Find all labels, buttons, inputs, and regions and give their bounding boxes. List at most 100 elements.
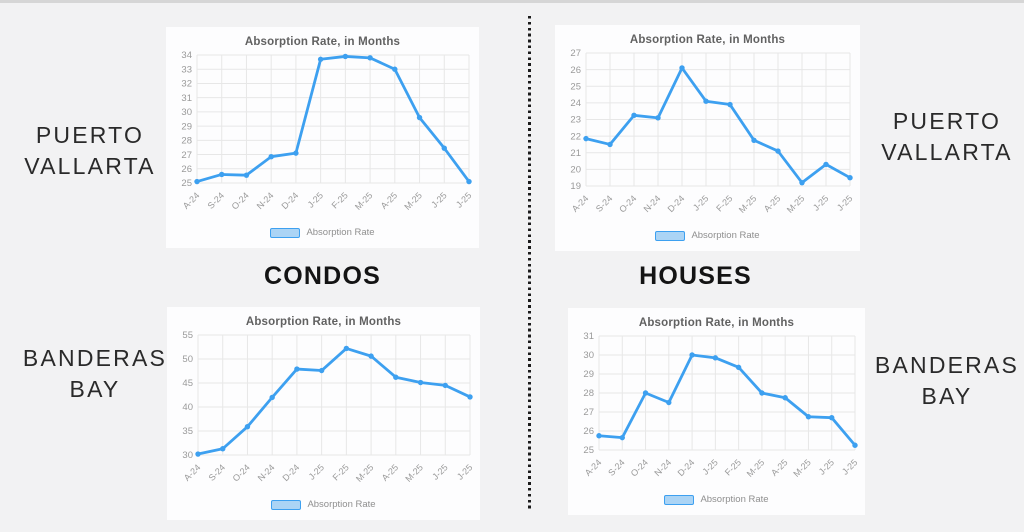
svg-text:25: 25 xyxy=(181,178,192,189)
chart-legend: Absorption Rate xyxy=(568,492,865,515)
chart-panel-puerto-vallarta-houses: Absorption Rate, in Months 19 20 21 22 23 24 2… xyxy=(555,25,860,251)
svg-text:30: 30 xyxy=(182,450,193,461)
svg-text:34: 34 xyxy=(181,50,192,61)
svg-text:S-24: S-24 xyxy=(606,457,627,478)
chart-title: Absorption Rate, in Months xyxy=(245,316,402,328)
svg-text:26: 26 xyxy=(583,426,594,437)
region-label-line: PUERTO xyxy=(35,122,145,148)
svg-text:D-24: D-24 xyxy=(280,462,301,483)
svg-text:20: 20 xyxy=(570,165,581,176)
svg-text:27: 27 xyxy=(583,407,594,418)
region-label-line: PUERTO xyxy=(892,108,1002,134)
svg-text:33: 33 xyxy=(181,64,192,75)
svg-text:23: 23 xyxy=(570,115,581,126)
region-label-banderas-bay-condos: BANDERAS BAY xyxy=(15,343,175,404)
region-label-puerto-vallarta-condos: PUERTO VALLARTA xyxy=(10,120,170,181)
legend-label: Absorption Rate xyxy=(307,499,376,510)
svg-text:M-25: M-25 xyxy=(354,462,376,484)
svg-text:A-24: A-24 xyxy=(570,193,591,214)
svg-text:35: 35 xyxy=(182,426,193,437)
svg-text:J-25: J-25 xyxy=(455,462,474,481)
svg-text:J-25: J-25 xyxy=(691,193,710,212)
svg-text:M-25: M-25 xyxy=(785,193,807,215)
svg-text:M-25: M-25 xyxy=(403,462,425,484)
svg-text:S-24: S-24 xyxy=(206,190,227,211)
svg-text:A-25: A-25 xyxy=(380,462,401,483)
svg-text:26: 26 xyxy=(181,164,192,175)
svg-text:J-25: J-25 xyxy=(840,457,859,476)
chart-panel-banderas-bay-houses: Absorption Rate, in Months 25 26 27 28 29 30 3… xyxy=(568,308,865,515)
svg-text:28: 28 xyxy=(181,136,192,147)
svg-text:50: 50 xyxy=(182,354,193,365)
chart-title: Absorption Rate, in Months xyxy=(629,34,786,46)
region-label-puerto-vallarta-houses: PUERTO VALLARTA xyxy=(872,106,1022,167)
line-chart-puerto-vallarta-condos: 25 26 27 28 29 30 31 32 33 34 A-24 S-24 O-24 N-24 D-24… xyxy=(181,50,474,212)
chart-panel-banderas-bay-condos: Absorption Rate, in Months 30 35 40 45 50 55 A… xyxy=(167,307,480,520)
svg-text:J-25: J-25 xyxy=(835,193,854,212)
svg-text:22: 22 xyxy=(570,131,581,142)
svg-text:55: 55 xyxy=(182,330,193,341)
svg-text:F-25: F-25 xyxy=(331,462,351,482)
svg-text:J-25: J-25 xyxy=(429,190,448,209)
region-label-line: BAY xyxy=(921,382,973,409)
svg-text:S-24: S-24 xyxy=(594,193,615,214)
legend-label: Absorption Rate xyxy=(691,230,760,241)
chart-title: Absorption Rate, in Months xyxy=(638,317,795,329)
svg-text:O-24: O-24 xyxy=(230,190,251,211)
svg-text:A-25: A-25 xyxy=(769,457,790,478)
top-border-strip xyxy=(0,0,1024,3)
svg-text:26: 26 xyxy=(570,65,581,76)
line-chart-banderas-bay-condos: 30 35 40 45 50 55 A-24 S-24 O-24 N-24 D-24 J-25 F-25… xyxy=(182,330,475,484)
svg-text:N-24: N-24 xyxy=(256,462,277,483)
legend-swatch xyxy=(655,230,686,241)
svg-text:J-25: J-25 xyxy=(700,457,719,476)
svg-text:F-25: F-25 xyxy=(714,193,734,213)
svg-text:J-25: J-25 xyxy=(306,190,325,209)
svg-text:J-25: J-25 xyxy=(307,462,326,481)
svg-text:N-24: N-24 xyxy=(652,457,673,478)
svg-text:S-24: S-24 xyxy=(207,462,228,483)
svg-text:J-25: J-25 xyxy=(430,462,449,481)
svg-text:45: 45 xyxy=(182,378,193,389)
svg-text:24: 24 xyxy=(570,98,581,109)
svg-text:M-25: M-25 xyxy=(402,190,424,212)
svg-text:N-24: N-24 xyxy=(255,190,276,211)
svg-text:32: 32 xyxy=(181,79,192,90)
svg-text:J-25: J-25 xyxy=(811,193,830,212)
region-label-banderas-bay-houses: BANDERAS BAY xyxy=(872,350,1022,411)
svg-text:A-24: A-24 xyxy=(583,457,604,478)
region-label-line: BANDERAS xyxy=(874,352,1020,378)
chart-legend: Absorption Rate xyxy=(555,228,860,251)
chart-panel-puerto-vallarta-condos: Absorption Rate, in Months 25 26 27 28 29 30 3… xyxy=(166,27,479,248)
svg-text:F-25: F-25 xyxy=(723,457,743,477)
column-label-condos: CONDOS xyxy=(264,262,381,290)
svg-text:30: 30 xyxy=(583,350,594,361)
region-label-line: VALLARTA xyxy=(881,138,1013,165)
svg-text:J-25: J-25 xyxy=(454,190,473,209)
region-label-line: VALLARTA xyxy=(24,152,156,179)
legend-label: Absorption Rate xyxy=(306,227,375,238)
svg-text:O-24: O-24 xyxy=(231,462,252,483)
svg-text:O-24: O-24 xyxy=(617,193,638,214)
svg-text:31: 31 xyxy=(583,331,594,342)
svg-text:29: 29 xyxy=(181,121,192,132)
svg-text:F-25: F-25 xyxy=(330,190,350,210)
svg-text:28: 28 xyxy=(583,388,594,399)
svg-text:40: 40 xyxy=(182,402,193,413)
legend-swatch xyxy=(664,494,695,505)
svg-text:N-24: N-24 xyxy=(642,193,663,214)
legend-label: Absorption Rate xyxy=(700,494,769,505)
svg-text:M-25: M-25 xyxy=(791,457,813,479)
svg-text:27: 27 xyxy=(570,48,581,59)
svg-text:21: 21 xyxy=(570,148,581,159)
column-divider-dotted-line xyxy=(528,16,531,510)
chart-title: Absorption Rate, in Months xyxy=(244,36,401,48)
svg-text:A-25: A-25 xyxy=(762,193,783,214)
svg-text:25: 25 xyxy=(583,445,594,456)
svg-text:19: 19 xyxy=(570,181,581,192)
region-label-line: BANDERAS xyxy=(22,345,168,371)
svg-text:M-25: M-25 xyxy=(737,193,759,215)
svg-text:O-24: O-24 xyxy=(629,457,650,478)
